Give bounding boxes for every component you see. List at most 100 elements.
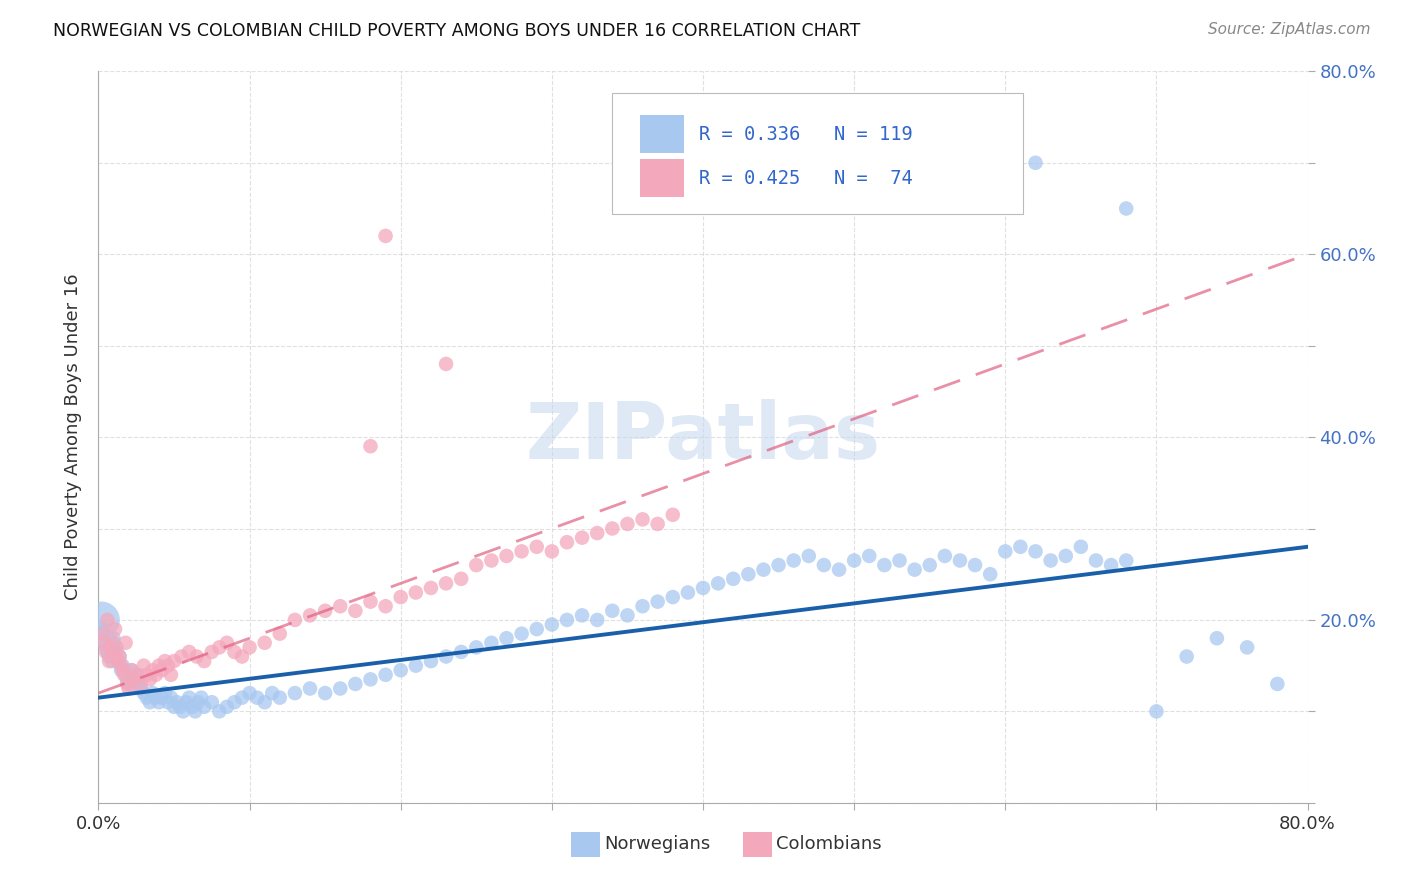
FancyBboxPatch shape [640, 115, 683, 153]
Point [111, 658, 134, 673]
Point [495, 632, 517, 646]
Point [858, 549, 880, 563]
Point [329, 681, 352, 696]
Point [586, 613, 609, 627]
FancyBboxPatch shape [742, 832, 772, 857]
Point [389, 590, 412, 604]
Point [434, 357, 457, 371]
Point [481, 636, 503, 650]
Point [156, 695, 179, 709]
Point [108, 649, 131, 664]
Point [142, 663, 165, 677]
Point [1070, 540, 1092, 554]
Point [360, 673, 382, 687]
Point [965, 558, 987, 573]
Point [129, 677, 152, 691]
Point [979, 567, 1001, 582]
Point [215, 636, 238, 650]
Text: R = 0.336   N = 119: R = 0.336 N = 119 [699, 125, 912, 144]
Point [465, 640, 488, 655]
Point [813, 558, 835, 573]
Point [110, 663, 132, 677]
Point [100, 636, 122, 650]
Point [124, 673, 146, 687]
Point [768, 558, 790, 573]
Point [110, 658, 132, 673]
Point [329, 599, 352, 614]
Point [526, 540, 548, 554]
Point [889, 553, 911, 567]
Point [148, 658, 170, 673]
Point [510, 544, 533, 558]
Point [1010, 540, 1032, 554]
Point [374, 599, 396, 614]
Point [170, 649, 193, 664]
Point [828, 563, 851, 577]
Point [104, 622, 127, 636]
FancyBboxPatch shape [613, 94, 1024, 214]
Point [174, 695, 197, 709]
Point [692, 581, 714, 595]
Text: Colombians: Colombians [776, 836, 882, 854]
Point [94, 645, 117, 659]
Point [132, 686, 155, 700]
Point [1024, 544, 1046, 558]
Point [420, 581, 443, 595]
Point [1115, 202, 1137, 216]
Point [284, 686, 307, 700]
Point [91, 626, 114, 640]
Point [186, 649, 208, 664]
Point [107, 654, 129, 668]
Point [179, 690, 201, 705]
Point [142, 686, 165, 700]
Point [93, 636, 115, 650]
Point [1054, 549, 1077, 563]
Point [752, 563, 775, 577]
Point [181, 699, 204, 714]
Point [224, 645, 246, 659]
Point [111, 663, 134, 677]
Point [299, 608, 322, 623]
Point [118, 677, 141, 691]
Point [115, 673, 138, 687]
Point [374, 667, 396, 681]
Point [434, 649, 457, 664]
Point [631, 599, 654, 614]
Point [125, 667, 148, 681]
Point [1099, 558, 1122, 573]
Point [374, 229, 396, 244]
Point [420, 654, 443, 668]
Point [253, 636, 276, 650]
Point [481, 553, 503, 567]
Point [122, 673, 145, 687]
Point [571, 531, 593, 545]
Point [465, 558, 488, 573]
Point [231, 690, 253, 705]
Point [150, 663, 173, 677]
Point [661, 590, 683, 604]
Point [100, 640, 122, 655]
Point [139, 695, 162, 709]
Point [231, 649, 253, 664]
Point [540, 617, 562, 632]
Point [215, 699, 238, 714]
Point [91, 626, 114, 640]
Point [98, 649, 121, 664]
Point [495, 549, 517, 563]
Point [132, 658, 155, 673]
Point [314, 604, 336, 618]
Point [949, 553, 972, 567]
Point [1267, 677, 1289, 691]
Point [129, 681, 152, 696]
Text: Source: ZipAtlas.com: Source: ZipAtlas.com [1208, 22, 1371, 37]
Point [555, 613, 578, 627]
Point [160, 690, 183, 705]
Point [96, 613, 118, 627]
Point [148, 695, 170, 709]
Point [737, 567, 759, 582]
Point [107, 654, 129, 668]
Point [450, 572, 472, 586]
Point [101, 654, 124, 668]
Point [246, 690, 269, 705]
Point [105, 645, 128, 659]
